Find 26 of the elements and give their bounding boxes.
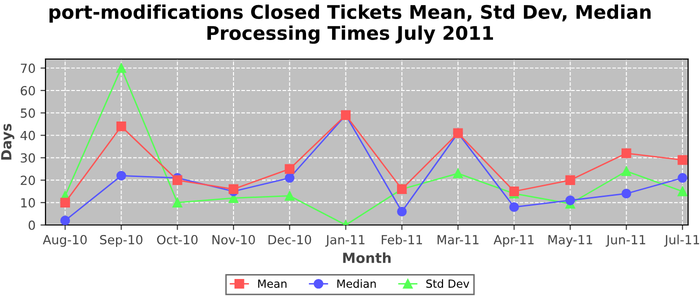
y-tick-label: 40 [20,130,35,140]
y-tick-label: 50 [20,108,35,118]
x-tick-label: Mar-11 [438,235,478,244]
y-axis-title: Days [1,124,14,160]
x-tick-label: May-11 [548,235,592,247]
x-tick-label: Jan-11 [325,235,364,247]
x-tick-label: Jul-11 [664,234,700,247]
x-tick-label: Oct-10 [157,234,198,244]
y-tick-label: 30 [20,153,35,163]
x-axis-title: Month [343,252,391,264]
y-tick-label: 0 [28,220,35,230]
x-tick-label: Nov-10 [212,234,255,244]
legend-label: Mean [258,280,286,288]
legend-label: Std Dev [426,279,470,288]
x-tick-label: Apr-11 [494,235,534,247]
y-tick-label: 60 [20,86,35,96]
x-tick-label: Sep-10 [100,234,142,247]
legend-label: Median [337,279,376,288]
x-tick-label: Jun-11 [606,235,646,247]
y-tick-label: 10 [21,198,35,208]
x-tick-label: Feb-11 [382,234,422,244]
y-tick-label: 20 [20,176,35,186]
y-tick-label: 70 [20,64,35,73]
chart-title: port-modifications Closed Tickets Mean, Std Dev, Median Processing Times July 2011 [50,4,651,44]
x-tick-label: Aug-10 [42,234,87,247]
x-tick-label: Dec-10 [268,234,312,244]
